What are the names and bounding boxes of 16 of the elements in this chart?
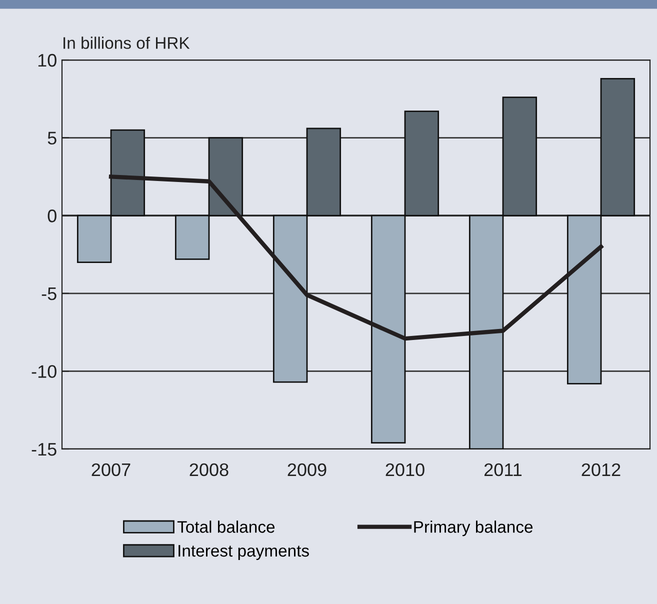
x-tick-label: 2009 <box>288 463 326 476</box>
x-tick-label: 2012 <box>582 463 620 476</box>
x-tick-label: 2011 <box>484 463 522 476</box>
y-tick-label: 0 <box>48 210 56 222</box>
y-tick-label: -15 <box>32 443 56 456</box>
x-tick-label: 2010 <box>386 463 424 476</box>
legend-label: Primary balance <box>414 520 533 536</box>
x-tick-label: 2007 <box>92 463 130 476</box>
legend-label: Total balance <box>177 520 275 533</box>
x-tick-label: 2008 <box>190 463 228 476</box>
y-tick-label: 10 <box>38 54 56 67</box>
legend-label: Interest payments <box>178 545 309 560</box>
y-tick-label: 5 <box>48 132 56 145</box>
y-tick-label: -5 <box>42 288 56 300</box>
y-tick-label: -10 <box>32 365 56 378</box>
y-axis-title: In billions of HRK <box>64 36 190 49</box>
